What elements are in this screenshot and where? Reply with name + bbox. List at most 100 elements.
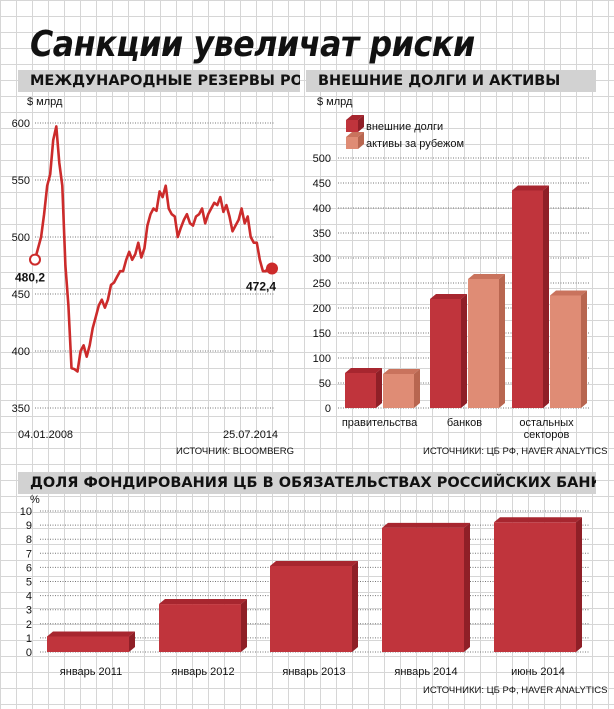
debts-y-unit: $ млрд: [317, 96, 353, 108]
funding-bar-front: [159, 604, 241, 652]
funding-bar-top: [270, 560, 358, 566]
reserves-y-tick-label: 600: [12, 118, 30, 130]
funding-bar: [47, 631, 135, 652]
debts-category-label: правительства: [342, 417, 418, 429]
legend-swatch-side: [358, 115, 364, 132]
debts-y-tick-label: 0: [325, 403, 331, 415]
reserves-y-unit: $ млрд: [27, 96, 63, 108]
reserves-y-tick-label: 500: [12, 232, 30, 244]
debts-y-tick-label: 300: [313, 253, 331, 265]
debts-chart-header: ВНЕШНИЕ ДОЛГИ И АКТИВЫ: [306, 70, 596, 92]
debts-bar-front: [383, 374, 414, 408]
reserves-start-value-label: 480,2: [15, 271, 45, 285]
debts-y-tick-label: 200: [313, 303, 331, 315]
funding-bar-top: [47, 631, 135, 637]
funding-category-label: январь 2013: [282, 666, 345, 678]
reserves-chart-header: МЕЖДУНАРОДНЫЕ РЕЗЕРВЫ РОССИИ: [18, 70, 300, 92]
funding-bar-side: [576, 517, 582, 652]
funding-bar-front: [47, 636, 129, 652]
debts-bar-side: [499, 274, 505, 408]
funding-chart-header: ДОЛЯ ФОНДИРОВАНИЯ ЦБ В ОБЯЗАТЕЛЬСТВАХ РО…: [18, 472, 596, 494]
legend-swatch-side: [358, 132, 364, 149]
debts-category-label: банков: [447, 417, 482, 429]
funding-bar: [270, 560, 358, 652]
reserves-x-start-label: 04.01.2008: [18, 429, 74, 441]
legend-swatch: [346, 132, 364, 149]
funding-y-tick-label: 9: [26, 520, 32, 532]
reserves-series-line: [33, 125, 273, 373]
funding-category-label: июнь 2014: [511, 666, 565, 678]
debts-bar: [550, 290, 587, 408]
debts-y-tick-label: 500: [313, 153, 331, 165]
funding-category-label: январь 2011: [60, 666, 122, 678]
debts-category-label: секторов: [524, 429, 570, 441]
funding-bar-side: [129, 631, 135, 652]
reserves-y-tick-label: 450: [12, 289, 30, 301]
legend-swatch-top: [346, 132, 364, 137]
debts-bar-front: [550, 295, 581, 408]
reserves-start-point: [29, 253, 41, 266]
reserves-y-tick-label: 400: [12, 346, 30, 358]
funding-y-tick-label: 7: [26, 548, 32, 560]
debts-y-tick-label: 450: [313, 178, 331, 190]
reserves-x-end-label: 25.07.2014: [223, 429, 279, 441]
funding-bar-top: [159, 599, 247, 605]
debts-bar-side: [543, 185, 549, 408]
debts-bar-side: [461, 294, 467, 408]
debts-y-tick-label: 400: [313, 203, 331, 215]
debts-bar-front: [430, 299, 461, 408]
legend-label: активы за рубежом: [366, 138, 464, 150]
debts-bar-front: [512, 190, 543, 408]
reserves-y-tick-label: 550: [12, 175, 30, 187]
debts-bar-top: [430, 294, 467, 299]
reserves-end-value-label: 472,4: [246, 279, 276, 293]
debts-y-tick-label: 350: [313, 228, 331, 240]
funding-bar-top: [494, 517, 582, 523]
debts-bar: [345, 368, 382, 408]
legend-swatch-top: [346, 115, 364, 120]
debts-category-label: остальных: [519, 417, 574, 429]
reserves-source: ИСТОЧНИК: BLOOMBERG: [176, 446, 294, 457]
funding-category-label: январь 2012: [171, 666, 234, 678]
funding-bar-side: [241, 599, 247, 652]
funding-source: ИСТОЧНИКИ: ЦБ РФ, HAVER ANALYTICS: [423, 685, 608, 696]
funding-y-tick-label: 4: [26, 591, 32, 603]
funding-y-tick-label: 5: [26, 577, 32, 589]
legend-label: внешние долги: [366, 121, 443, 133]
debts-y-tick-label: 250: [313, 278, 331, 290]
funding-y-unit: %: [30, 494, 40, 506]
funding-bar-side: [464, 522, 470, 652]
funding-bar: [494, 517, 582, 652]
debts-bar-front: [468, 279, 499, 408]
debts-bar-top: [345, 368, 382, 373]
legend-swatch: [346, 115, 364, 132]
reserves-y-tick-label: 350: [12, 403, 30, 415]
debts-y-tick-label: 50: [319, 378, 331, 390]
funding-y-tick-label: 2: [26, 619, 32, 631]
funding-category-label: январь 2014: [394, 666, 457, 678]
funding-bar-top: [382, 522, 470, 528]
debts-bar-top: [383, 369, 420, 374]
funding-y-tick-label: 0: [26, 647, 32, 659]
funding-bar-front: [270, 565, 352, 652]
funding-y-tick-label: 6: [26, 562, 32, 574]
reserves-end-point: [266, 262, 278, 275]
debts-bar: [430, 294, 467, 408]
funding-y-tick-label: 8: [26, 534, 32, 546]
debts-bar-top: [468, 274, 505, 279]
debts-y-tick-label: 100: [313, 353, 331, 365]
funding-bar-front: [494, 522, 576, 652]
funding-y-tick-label: 10: [20, 506, 32, 518]
debts-bar-side: [376, 368, 382, 408]
debts-bar-side: [414, 369, 420, 408]
funding-y-tick-label: 3: [26, 605, 32, 617]
debts-bar-side: [581, 290, 587, 408]
funding-bar-front: [382, 527, 464, 652]
legend-swatch-front: [346, 120, 358, 132]
debts-bar-top: [550, 290, 587, 296]
funding-bar: [382, 522, 470, 652]
legend-swatch-front: [346, 137, 358, 149]
debts-bar-front: [345, 373, 376, 408]
debts-bar: [468, 274, 505, 408]
